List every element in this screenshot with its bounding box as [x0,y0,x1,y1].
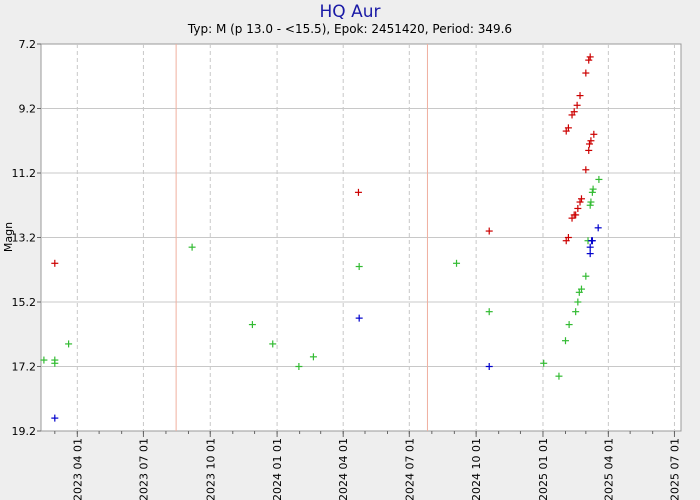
data-point-red [354,188,362,196]
chart-title: HQ Aur [319,2,381,22]
data-point-red [585,146,593,154]
data-point-red [585,140,593,148]
data-point-red [572,211,580,219]
x-tick-label: 2025 01 01 [537,438,550,500]
y-tick-label: 11.2 [12,167,37,180]
data-point-blue [586,243,594,251]
data-point-green [295,363,303,370]
y-tick-label: 15.2 [12,296,37,309]
data-point-green [582,272,590,280]
data-point-green [51,359,59,367]
y-tick-label: 13.2 [12,232,37,245]
data-point-red [51,259,59,267]
y-tick-label: 9.2 [19,103,37,116]
data-point-green [577,285,585,293]
data-point-green [355,263,363,271]
data-point-green [574,298,582,306]
data-point-green [595,175,603,183]
data-point-green [572,308,580,316]
y-tick-label: 7.2 [19,38,37,51]
data-point-green [540,359,548,367]
data-point-red [586,53,594,61]
data-point-blue [51,414,59,422]
x-tick-label: 2024 04 01 [337,438,350,500]
x-tick-label: 2023 10 01 [204,438,217,500]
data-point-red [577,195,585,203]
data-points [40,53,603,422]
data-point-red [573,101,581,109]
data-point-red [570,108,578,116]
data-point-blue [588,237,596,245]
data-point-green [586,201,594,209]
data-point-red [590,130,598,138]
x-tick-label: 2023 07 01 [137,438,150,500]
data-point-red [582,166,590,174]
x-tick-label: 2024 01 01 [271,438,284,500]
data-point-green [589,185,597,193]
data-point-green [453,259,461,267]
data-point-green [587,198,595,206]
x-tick-label: 2023 04 01 [71,438,84,500]
data-point-green [555,372,563,380]
data-point-green [248,321,256,329]
vertical-markers [175,44,428,431]
data-point-blue [594,224,602,232]
data-point-red [576,198,584,206]
y-tick-label: 19.2 [12,425,37,438]
data-point-green [561,337,569,345]
data-point-red [576,92,584,100]
chart-subtitle: Typ: M (p 13.0 - <15.5), Epok: 2451420, … [187,22,513,36]
data-point-blue [485,363,493,370]
x-tick-label: 2024 07 01 [403,438,416,500]
axis-ticks: 7.2 9.2 11.2 13.2 15.2 17.2 19.2 2023 04 01 2023… [12,38,682,500]
x-tick-label: 2025 04 01 [602,438,615,500]
data-point-blue [355,314,363,322]
data-point-green [309,353,317,361]
data-point-red [585,56,593,64]
data-point-red [564,124,572,132]
data-point-red [574,204,582,212]
data-point-red [485,227,493,235]
x-tick-label: 2024 10 01 [470,438,483,500]
grid-lines [41,44,681,431]
data-point-green [65,340,73,348]
data-point-red [564,234,572,241]
x-tick-label: 2025 07 01 [668,438,681,500]
y-axis-label: Magn [2,222,15,252]
data-point-red [582,69,590,77]
y-tick-label: 17.2 [12,361,37,374]
data-point-green [485,308,493,316]
data-point-green [588,188,596,196]
data-point-green [269,340,277,348]
data-point-green [188,243,196,251]
data-point-green [40,356,48,364]
data-point-blue [586,250,594,258]
data-point-green [565,321,573,329]
data-point-red [587,137,595,145]
